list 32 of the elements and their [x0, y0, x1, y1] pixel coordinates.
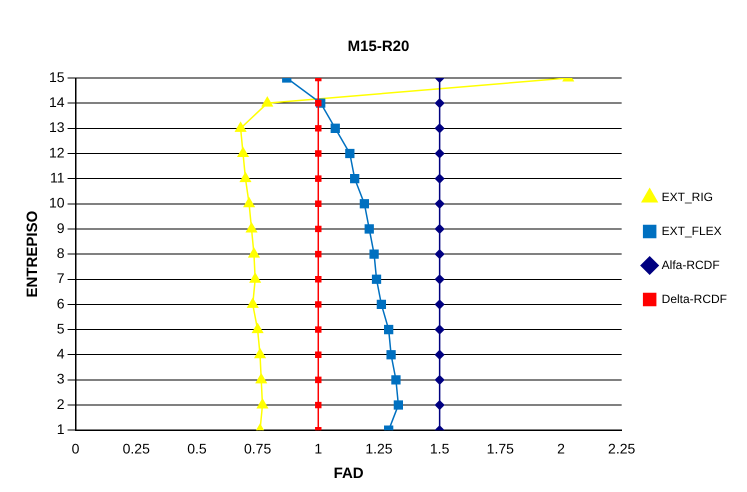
x-tick-label: 1 [314, 440, 322, 456]
legend-label: Delta-RCDF [662, 292, 728, 306]
x-tick-label: 1.25 [365, 440, 393, 456]
y-tick-label: 7 [56, 270, 65, 286]
y-tick-label: 5 [56, 320, 65, 336]
x-tick-label: 0.5 [187, 440, 207, 456]
y-tick-label: 8 [56, 244, 65, 261]
chart-title: M15-R20 [348, 38, 410, 56]
y-tick-label: 10 [48, 194, 65, 211]
y-tick-label: 2 [56, 396, 65, 412]
y-tick-label: 14 [48, 94, 65, 110]
y-tick-label: 6 [56, 295, 65, 312]
y-tick-label: 3 [56, 370, 65, 387]
legend-label: EXT_RIG [662, 190, 714, 204]
x-tick-label: 2.25 [608, 440, 636, 456]
x-tick-label: 1.5 [430, 440, 450, 456]
x-tick-label: 2 [557, 440, 566, 456]
y-axis-title: ENTREPISO [24, 210, 42, 298]
y-tick-label: 1 [56, 421, 65, 438]
y-tick-label: 15 [48, 68, 65, 85]
y-tick-label: 9 [56, 220, 65, 236]
y-tick-label: 13 [48, 119, 65, 136]
x-tick-label: 0.25 [122, 440, 150, 456]
y-tick-label: 11 [50, 169, 65, 186]
x-tick-label: 0 [72, 440, 80, 456]
y-tick-label: 4 [56, 346, 65, 362]
x-axis-title: FAD [334, 465, 364, 482]
y-tick-label: 12 [48, 144, 65, 160]
legend-label: Alfa-RCDF [662, 258, 720, 272]
x-tick-label: 0.75 [244, 440, 272, 456]
x-tick-label: 1.75 [486, 440, 514, 456]
legend-label: EXT_FLEX [662, 224, 722, 238]
